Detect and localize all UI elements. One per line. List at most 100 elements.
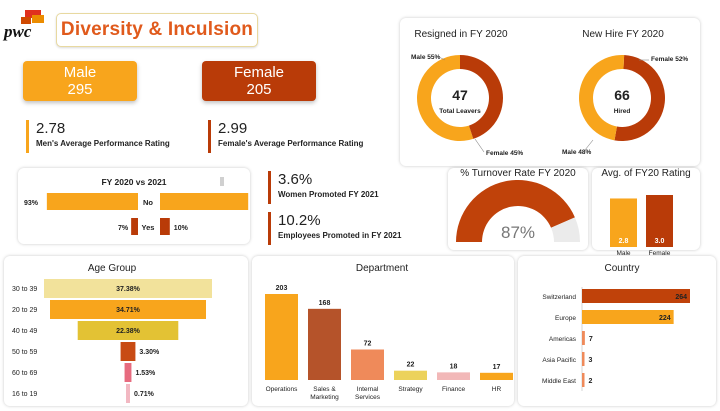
employees-promoted-label: Employees Promoted in FY 2021 <box>278 231 402 240</box>
women-rating-value: 2.99 <box>218 120 248 137</box>
age-group-category: 60 to 69 <box>12 370 37 377</box>
pwc-logo: pwc <box>3 8 49 42</box>
department-bar <box>480 372 513 380</box>
department-category: Internal <box>357 386 379 393</box>
fy-compare-scroll-indicator <box>220 177 224 186</box>
department-bar <box>394 370 427 380</box>
men-rating-label: Men's Average Performance Rating <box>36 139 170 148</box>
fy2020-bar <box>46 193 138 210</box>
age-group-bar <box>124 363 132 382</box>
country-bar-label: 264 <box>675 294 687 301</box>
avg-rating-bar-label: 3.0 <box>655 238 665 245</box>
new-hire-hole <box>594 70 650 126</box>
new-hire-center-value: 66 <box>614 87 630 103</box>
fy2021-bar <box>160 193 249 210</box>
age-group-bar <box>126 384 130 403</box>
department-category: Operations <box>266 386 299 393</box>
new-hire-slice-female <box>614 55 665 141</box>
avg-rating-bar-label: 2.8 <box>619 238 629 245</box>
dashboard-title-box: Diversity & Inculsion <box>56 13 258 47</box>
new-hire-slice-label: Male 48% <box>562 149 591 156</box>
department-bar-label: 72 <box>364 340 372 347</box>
age-group-bar-label: 3.30% <box>139 349 160 356</box>
avg-rating-category: Female <box>649 250 671 256</box>
department-category: Strategy <box>398 386 423 393</box>
age-group-bar <box>44 279 212 298</box>
age-group-category: 40 to 49 <box>12 328 37 335</box>
country-title: Country <box>604 263 639 274</box>
age-group-chart: Age Group 30 to 39 37.38% 20 to 29 34.71% 40 … <box>12 263 212 403</box>
department-bar-label: 17 <box>493 364 501 371</box>
country-bar-label: 2 <box>589 378 593 385</box>
turnover-gauge-track <box>551 217 580 242</box>
department-category: Services <box>355 394 381 401</box>
turnover-gauge: % Turnover Rate FY 2020 87% <box>456 168 580 242</box>
department-title: Department <box>356 263 408 274</box>
department-bar-label: 203 <box>276 285 288 292</box>
men-rating-metric: 2.78 Men's Average Performance Rating <box>26 120 170 153</box>
male-count-card: Male 295 <box>23 61 137 101</box>
resigned-leader-line <box>474 138 485 153</box>
male-card-value: 295 <box>67 81 93 98</box>
women-rating-metric: 2.99 Female's Average Performance Rating <box>208 120 363 153</box>
age-group-bar <box>50 300 206 319</box>
avg-rating-bar <box>646 195 673 247</box>
female-card-value: 205 <box>246 81 272 98</box>
department-bar-label: 18 <box>450 363 458 370</box>
fy2021-bar-label: 10% <box>174 225 189 232</box>
avg-rating-chart: Avg. of FY20 Rating 2.8 Male 3.0 Female <box>601 168 690 256</box>
country-bar <box>582 352 585 366</box>
country-category: Europe <box>555 315 576 322</box>
department-bar <box>437 372 470 380</box>
country-panel <box>518 256 716 406</box>
country-chart: Country Switzerland 264 Europe 224 Americas 7 A… <box>542 263 690 391</box>
age-group-bar-label: 0.71% <box>134 391 155 398</box>
age-group-bar-label: 22.38% <box>116 328 141 335</box>
department-bar-label: 22 <box>407 362 415 369</box>
new-hire-title: New Hire FY 2020 <box>582 29 664 40</box>
avg-rating-title: Avg. of FY20 Rating <box>601 168 690 179</box>
female-count-card: Female 205 <box>202 61 316 101</box>
donut-charts: Resigned in FY 2020 47 Total Leavers Male 5… <box>411 29 688 157</box>
resigned-title: Resigned in FY 2020 <box>414 29 508 40</box>
age-group-bar-label: 34.71% <box>116 307 141 314</box>
women-rating-label: Female's Average Performance Rating <box>218 139 364 148</box>
fy-category-label: No <box>143 198 153 207</box>
turnover-value: 87% <box>501 223 535 242</box>
country-bar <box>582 331 585 345</box>
turnover-title: % Turnover Rate FY 2020 <box>460 168 576 179</box>
country-category: Americas <box>549 336 577 343</box>
country-category: Asia Pacific <box>542 357 576 364</box>
department-category: Sales & <box>313 386 336 393</box>
resigned-leader-line <box>438 56 446 61</box>
country-bar <box>582 310 674 324</box>
new-hire-center-label: Hired <box>614 108 631 115</box>
new-hire-slice-male <box>579 54 625 141</box>
fy-category-label: Yes <box>142 223 155 232</box>
age-group-title: Age Group <box>88 263 137 274</box>
country-category: Switzerland <box>542 294 576 301</box>
resigned-slice-label: Male 55% <box>411 54 440 61</box>
resigned-slice-male <box>417 55 474 141</box>
department-category: Marketing <box>310 394 339 401</box>
age-group-category: 16 to 19 <box>12 391 37 398</box>
department-bar-label: 168 <box>319 300 331 307</box>
male-card-label: Male <box>63 64 97 81</box>
age-group-bar <box>120 342 136 361</box>
women-promoted-value: 3.6% <box>278 171 313 188</box>
pwc-logo-mark <box>21 10 44 24</box>
page-title: Diversity & Inculsion <box>60 19 254 40</box>
fy-compare-title: FY 2020 vs 2021 <box>101 177 166 187</box>
men-rating-value: 2.78 <box>36 120 66 137</box>
country-bar <box>582 289 690 303</box>
female-card-label: Female <box>233 64 285 81</box>
fy2020-bar <box>131 218 138 235</box>
employees-promoted-value: 10.2% <box>278 212 321 229</box>
department-chart: Department 203 Operations 168 Sales &Marketi… <box>265 263 513 401</box>
employees-promoted-metric: 10.2% Employees Promoted in FY 2021 <box>268 212 401 245</box>
women-promoted-metric: 3.6% Women Promoted FY 2021 <box>268 171 379 204</box>
country-bar-label: 3 <box>589 357 593 364</box>
resigned-hole <box>432 70 488 126</box>
